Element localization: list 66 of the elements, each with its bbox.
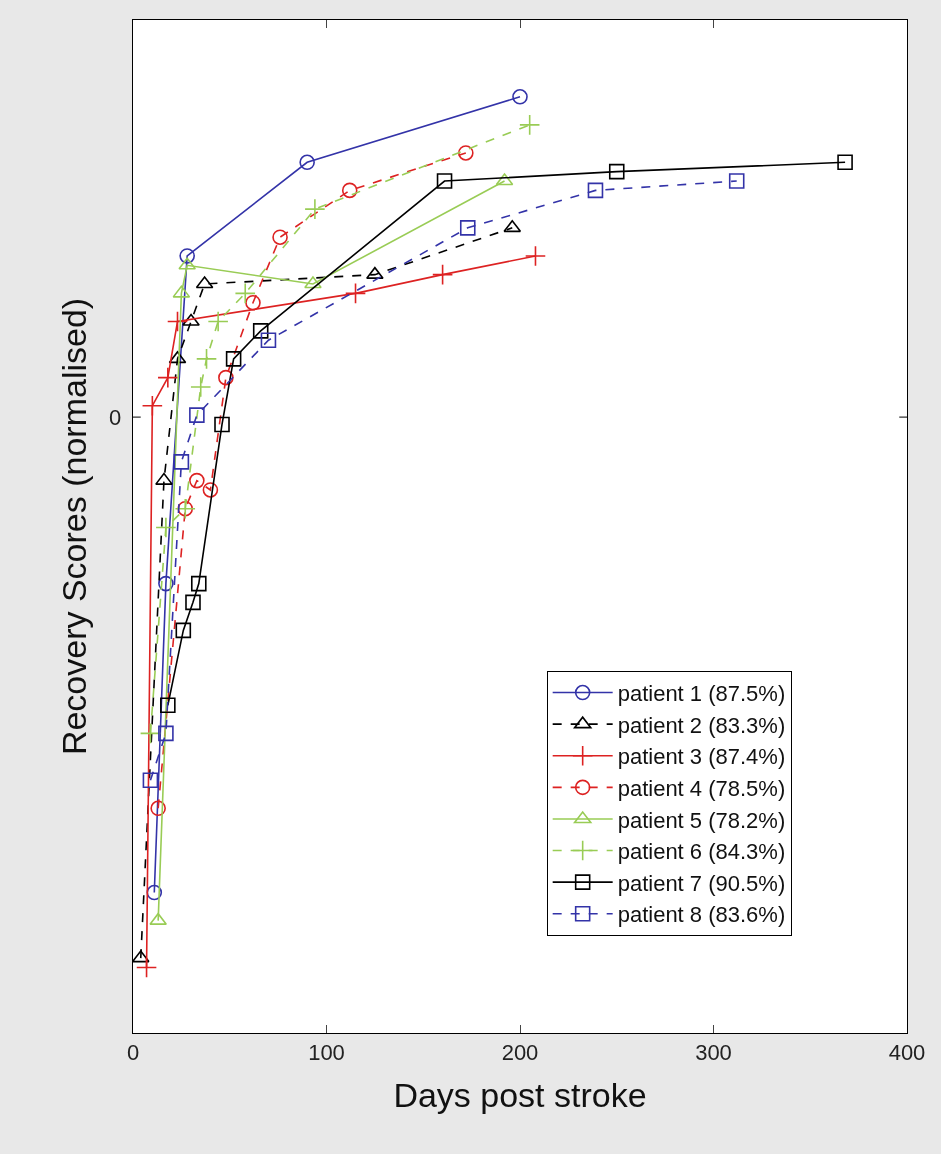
x-axis-title: Days post stroke bbox=[393, 1075, 647, 1114]
point bbox=[195, 348, 218, 370]
point bbox=[524, 245, 547, 267]
point bbox=[179, 248, 195, 264]
point bbox=[245, 294, 261, 311]
x-tick-label: 200 bbox=[501, 1040, 539, 1066]
point bbox=[608, 163, 625, 180]
point bbox=[155, 472, 173, 485]
point bbox=[155, 516, 177, 539]
point bbox=[587, 182, 604, 199]
point bbox=[141, 395, 163, 417]
point bbox=[189, 407, 205, 423]
point bbox=[190, 376, 212, 398]
legend-label: patient 7 (90.5%) bbox=[617, 870, 786, 896]
point bbox=[175, 622, 192, 639]
point bbox=[160, 697, 176, 714]
legend-label: patient 3 (87.4%) bbox=[617, 744, 786, 770]
point bbox=[366, 266, 384, 279]
point bbox=[133, 950, 150, 963]
legend-label: patient 2 (83.3%) bbox=[617, 712, 786, 738]
point bbox=[344, 282, 367, 304]
point bbox=[234, 282, 256, 304]
point bbox=[837, 154, 853, 171]
legend-label: patient 5 (78.2%) bbox=[617, 807, 786, 833]
point bbox=[218, 369, 234, 386]
x-tick-label: 100 bbox=[308, 1040, 345, 1066]
point bbox=[207, 310, 229, 333]
point bbox=[519, 114, 541, 136]
point bbox=[158, 725, 174, 742]
point bbox=[304, 276, 322, 289]
point bbox=[272, 229, 288, 245]
legend-label: patient 6 (84.3%) bbox=[617, 839, 786, 865]
x-tick-label: 0 bbox=[126, 1040, 140, 1066]
point bbox=[436, 173, 453, 189]
point bbox=[185, 594, 201, 611]
point bbox=[214, 416, 230, 433]
point bbox=[173, 454, 190, 470]
point bbox=[157, 367, 179, 389]
legend-label: patient 8 (83.6%) bbox=[617, 902, 786, 928]
text: 0 bbox=[109, 405, 122, 430]
point bbox=[458, 145, 474, 161]
x-tick-label: 400 bbox=[888, 1040, 926, 1066]
point bbox=[512, 88, 528, 105]
point bbox=[135, 956, 158, 979]
point bbox=[142, 772, 159, 789]
point bbox=[459, 220, 476, 236]
point bbox=[299, 154, 315, 171]
point bbox=[158, 575, 174, 592]
legend-label: patient 4 (78.5%) bbox=[617, 775, 786, 801]
legend-label: patient 1 (87.5%) bbox=[617, 681, 786, 707]
point bbox=[202, 482, 219, 498]
point bbox=[146, 884, 163, 901]
y-axis-title: Recovery Scores (normalised) bbox=[55, 297, 94, 756]
point bbox=[166, 310, 189, 333]
point bbox=[341, 182, 358, 199]
point bbox=[432, 264, 454, 286]
point bbox=[182, 313, 200, 326]
point bbox=[150, 800, 166, 817]
point bbox=[304, 198, 326, 220]
point bbox=[189, 472, 205, 489]
point bbox=[252, 323, 269, 339]
point bbox=[190, 575, 207, 592]
point bbox=[225, 351, 242, 367]
point bbox=[728, 173, 745, 189]
x-tick-label: 300 bbox=[695, 1040, 732, 1066]
point bbox=[260, 332, 277, 348]
